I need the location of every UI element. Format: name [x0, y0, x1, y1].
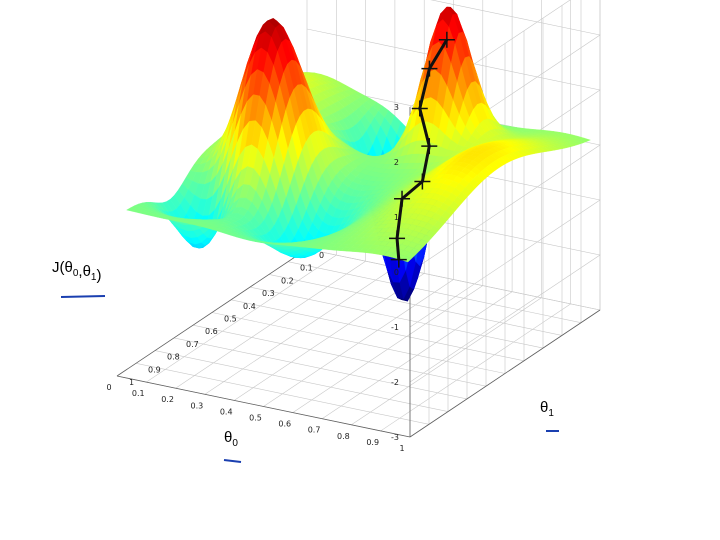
x-tick-label: 0.2	[161, 395, 174, 404]
y-tick-label: 1	[129, 378, 134, 387]
z-tick-label: -3	[391, 433, 399, 442]
descent-step-marker	[414, 173, 431, 190]
y-tick-label: 0.9	[148, 365, 161, 374]
z-label-underline	[60, 295, 106, 298]
grid-line	[321, 291, 513, 419]
y-tick-label: 0.2	[281, 276, 294, 285]
grid-line	[380, 303, 571, 432]
x-tick-label: 0.7	[308, 426, 321, 435]
x-tick-label: 0	[106, 383, 111, 392]
descent-step-marker	[390, 251, 407, 268]
y-tick-label: 0.7	[186, 340, 199, 349]
x-label-underline	[223, 459, 242, 463]
descent-step-marker	[389, 230, 406, 247]
descent-step-marker	[421, 60, 438, 77]
x-tick-label: 0.6	[278, 420, 291, 429]
grid-line	[173, 337, 468, 400]
y-axis-label: θ1	[540, 399, 554, 419]
z-tick-label: 1	[394, 213, 399, 222]
x-tick-label: 1	[399, 444, 404, 453]
grid-line	[154, 350, 449, 412]
grid-line	[135, 363, 430, 425]
z-axis-label: J(θ0,θ1)	[52, 259, 101, 284]
descent-step-marker	[438, 31, 455, 48]
grid-line	[211, 312, 506, 374]
y-tick-label: 0.6	[205, 327, 218, 336]
z-tick-label: 3	[394, 103, 399, 112]
surface-patch	[401, 255, 413, 263]
cost-surface	[126, 6, 591, 302]
axis-line	[409, 309, 601, 438]
x-tick-label: 0.8	[337, 432, 350, 441]
grid-line	[292, 285, 483, 413]
x-tick-label: 0.3	[191, 401, 204, 410]
y-tick-label: 0.4	[243, 302, 256, 311]
z-tick-label: 0	[394, 268, 399, 277]
descent-path	[389, 31, 455, 268]
z-tick-label: -2	[391, 378, 399, 387]
x-axis-label: θ0	[224, 429, 238, 449]
descent-step-marker	[394, 190, 411, 207]
y-tick-label: 0.5	[224, 315, 237, 324]
descent-step-marker	[421, 138, 438, 155]
x-tick-label: 0.4	[220, 407, 233, 416]
y-tick-label: 0.3	[262, 289, 275, 298]
x-tick-label: 0.9	[366, 438, 379, 447]
z-tick-label: 2	[394, 158, 399, 167]
axis-line	[116, 248, 308, 377]
z-tick-label: -1	[391, 323, 399, 332]
x-tick-label: 0.1	[132, 389, 145, 398]
x-tick-label: 0.5	[249, 414, 262, 423]
y-tick-label: 0	[319, 251, 324, 260]
tick-labels: 3210-1-2-310.90.80.70.60.50.40.30.20.100…	[106, 103, 404, 453]
grid-line	[306, 83, 601, 273]
grid-line	[192, 324, 487, 387]
y-tick-label: 0.1	[300, 264, 313, 273]
y-tick-label: 0.8	[167, 353, 180, 362]
grid-line	[351, 297, 542, 426]
axis-line	[116, 375, 411, 438]
descent-path-line	[395, 38, 449, 260]
descent-step-marker	[411, 100, 428, 117]
